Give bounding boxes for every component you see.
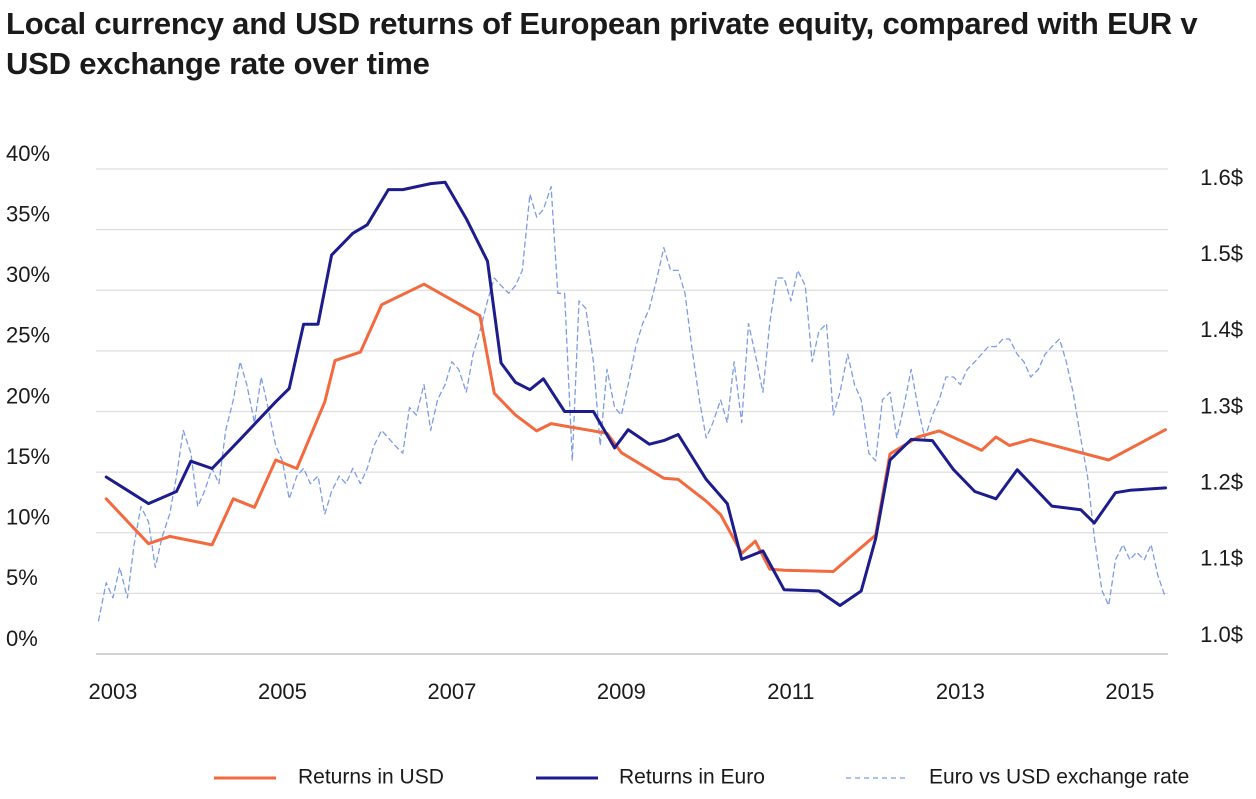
chart-title: Local currency and USD returns of Europe… xyxy=(6,6,1198,81)
x-tick-label: 2015 xyxy=(1105,679,1154,704)
left-tick-label: 0% xyxy=(6,626,38,651)
left-tick-label: 25% xyxy=(6,323,50,348)
legend-label: Returns in USD xyxy=(298,766,444,789)
grid-lines xyxy=(96,168,1168,655)
right-tick-label: 1.4$ xyxy=(1200,317,1243,342)
right-tick-label: 1.0$ xyxy=(1200,622,1243,647)
series-line-euro-vs-usd-exchange-rate xyxy=(97,185,1167,622)
left-axis-ticks: 0% 5% 10% 15% 20% 25% 30% 35% 40% xyxy=(6,141,50,651)
left-tick-label: 20% xyxy=(6,383,50,408)
x-tick-label: 2009 xyxy=(597,679,646,704)
x-tick-label: 2005 xyxy=(258,679,307,704)
right-tick-label: 1.6$ xyxy=(1200,165,1243,190)
left-tick-label: 40% xyxy=(6,141,50,166)
left-tick-label: 30% xyxy=(6,262,50,287)
left-tick-label: 10% xyxy=(6,505,50,530)
series-group xyxy=(97,180,1167,622)
right-axis-ticks: 1.0$ 1.1$ 1.2$ 1.3$ 1.4$ 1.5$ 1.6$ xyxy=(1200,165,1243,647)
x-tick-label: 2003 xyxy=(88,679,137,704)
legend-label: Euro vs USD exchange rate xyxy=(929,766,1189,789)
x-tick-label: 2011 xyxy=(767,679,814,704)
legend: Returns in USD Returns in Euro Euro vs USD… xyxy=(214,766,1189,789)
chart-title-block: Local currency and USD returns of Europe… xyxy=(6,4,1246,84)
x-tick-label: 2007 xyxy=(427,679,476,704)
legend-label: Returns in Euro xyxy=(619,766,765,789)
left-tick-label: 35% xyxy=(6,201,50,226)
x-tick-label: 2013 xyxy=(936,679,985,704)
x-axis-ticks: 2003 2005 2007 2009 2011 2013 2015 xyxy=(88,679,1154,704)
series-line-returns-in-euro xyxy=(104,180,1167,607)
right-tick-label: 1.1$ xyxy=(1200,546,1243,571)
series-line-returns-in-usd xyxy=(104,282,1167,573)
right-tick-label: 1.3$ xyxy=(1200,393,1243,418)
left-tick-label: 15% xyxy=(6,444,50,469)
right-tick-label: 1.2$ xyxy=(1200,469,1243,494)
right-tick-label: 1.5$ xyxy=(1200,241,1243,266)
left-tick-label: 5% xyxy=(6,565,38,590)
